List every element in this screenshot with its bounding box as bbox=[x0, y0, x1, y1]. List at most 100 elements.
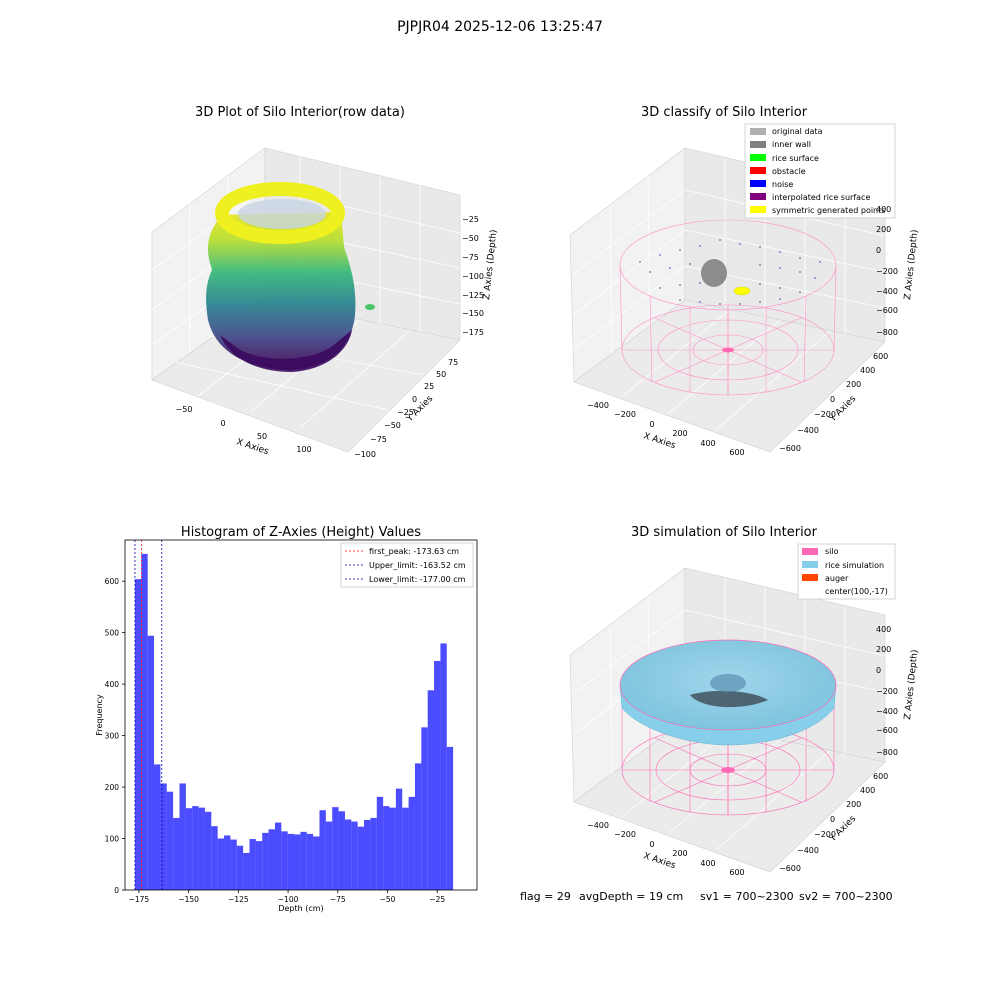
simulation-3d-ytick: −400 bbox=[797, 846, 819, 855]
histogram-xtick-label: −125 bbox=[228, 895, 249, 904]
legend-label: obstacle bbox=[772, 167, 806, 176]
histogram-bar bbox=[230, 839, 237, 890]
histogram-bar bbox=[173, 817, 180, 890]
legend-label: inner wall bbox=[772, 140, 811, 149]
legend-label: first_peak: -173.63 cm bbox=[369, 547, 459, 556]
simulation-3d-ztick: 0 bbox=[876, 666, 881, 675]
simulation-3d-auger-dip bbox=[690, 690, 768, 708]
histogram-bar bbox=[236, 845, 244, 890]
classify-3d-ytick: 200 bbox=[846, 380, 861, 389]
simulation-3d-center-mark bbox=[721, 767, 735, 773]
simulation-3d-ztick: −200 bbox=[876, 687, 898, 696]
raw-3d-ztick: −75 bbox=[462, 253, 479, 262]
histogram-bar bbox=[414, 763, 422, 890]
histogram-ytick-label: 300 bbox=[105, 732, 120, 741]
classify-3d-inner-wall-cluster bbox=[701, 259, 727, 287]
raw-3d-ytick: 50 bbox=[436, 370, 446, 379]
legend-label: silo bbox=[825, 547, 839, 556]
histogram-bar bbox=[287, 833, 295, 890]
simulation-3d-zlabel: Z Axies (Depth) bbox=[903, 649, 920, 720]
histogram-legend-frame bbox=[340, 542, 474, 588]
legend-label: original data bbox=[772, 127, 823, 136]
legend-swatch-rice-surface bbox=[750, 154, 766, 161]
panel-simulation-3d: 3D simulation of Silo Interior bbox=[569, 525, 920, 877]
histogram-bar bbox=[281, 831, 288, 890]
classify-3d-ztick: −400 bbox=[876, 287, 898, 296]
histogram-xtick-label: −75 bbox=[330, 895, 346, 904]
raw-3d-ztick: −50 bbox=[462, 234, 479, 243]
legend-label: interpolated rice surface bbox=[772, 193, 870, 202]
histogram-bar bbox=[319, 810, 326, 890]
raw-3d-ztick: −150 bbox=[462, 309, 484, 318]
legend-swatch-silo bbox=[802, 548, 818, 555]
simulation-3d-xtick: −200 bbox=[614, 830, 636, 839]
legend-swatch-interpolated bbox=[750, 193, 766, 200]
simulation-3d-ytick: 200 bbox=[846, 800, 861, 809]
raw-3d-ztick: −100 bbox=[462, 272, 484, 281]
legend-label: Upper_limit: -163.52 cm bbox=[369, 561, 466, 570]
classify-3d-title: 3D classify of Silo Interior bbox=[641, 105, 808, 120]
simulation-3d-ytick: 0 bbox=[830, 815, 835, 824]
histogram-ytick-label: 200 bbox=[105, 783, 120, 792]
figure-suptitle: PJPJR04 2025-12-06 13:25:47 bbox=[397, 19, 603, 35]
histogram-bar bbox=[325, 821, 333, 890]
raw-3d-ytick: −75 bbox=[370, 435, 387, 444]
classify-3d-ztick: 0 bbox=[876, 246, 881, 255]
histogram-bar bbox=[395, 788, 403, 890]
histogram-bar bbox=[313, 836, 320, 890]
histogram-xtick-label: −100 bbox=[278, 895, 299, 904]
histogram-bar bbox=[300, 831, 307, 890]
legend-label: noise bbox=[772, 180, 793, 189]
legend-swatch-auger bbox=[802, 574, 818, 581]
histogram-bar bbox=[179, 783, 186, 890]
simulation-3d-z-ticks: −800 −600 −400 −200 0 200 400 bbox=[876, 625, 898, 757]
raw-3d-pointcloud bbox=[206, 182, 375, 372]
classify-3d-noise-points bbox=[639, 239, 821, 305]
classify-3d-xtick: −200 bbox=[614, 410, 636, 419]
footer-avg-depth: avgDepth = 19 cm bbox=[579, 890, 683, 903]
classify-3d-ztick: 200 bbox=[876, 225, 891, 234]
classify-3d-ztick: −600 bbox=[876, 306, 898, 315]
simulation-3d-ztick: 200 bbox=[876, 645, 891, 654]
histogram-bar bbox=[402, 807, 409, 890]
histogram-bar bbox=[243, 852, 250, 890]
histogram-bar bbox=[440, 643, 447, 890]
simulation-3d-ztick: 400 bbox=[876, 625, 891, 634]
histogram-ytick-label: 600 bbox=[105, 577, 120, 586]
classify-3d-ytick: 400 bbox=[860, 366, 875, 375]
classify-legend-frame bbox=[744, 123, 896, 219]
simulation-3d-xtick: 400 bbox=[700, 859, 715, 868]
simulation-3d-ytick: −200 bbox=[814, 830, 836, 839]
classify-3d-z-ticks: −800 −600 −400 −200 0 200 400 bbox=[876, 205, 898, 337]
simulation-3d-ztick: −400 bbox=[876, 707, 898, 716]
legend-swatch-symmetric bbox=[750, 206, 766, 213]
raw-3d-inner bbox=[238, 199, 326, 229]
histogram-frame bbox=[124, 539, 478, 891]
histogram-bar bbox=[389, 807, 396, 890]
simulation-3d-auger-cone bbox=[710, 674, 746, 692]
histogram-bar bbox=[166, 791, 174, 890]
histogram-bar bbox=[211, 826, 218, 890]
classify-3d-xtick: 400 bbox=[700, 439, 715, 448]
histogram-bar bbox=[262, 832, 269, 890]
raw-3d-zlabel: Z Axies (Depth) bbox=[482, 229, 499, 300]
histogram-bar bbox=[294, 834, 301, 890]
raw-3d-ytick: 75 bbox=[448, 358, 458, 367]
simulation-3d-xtick: 0 bbox=[649, 840, 654, 849]
legend-swatch-inner-wall bbox=[750, 141, 766, 148]
simulation-3d-ytick: −600 bbox=[779, 864, 801, 873]
raw-3d-title: 3D Plot of Silo Interior(row data) bbox=[195, 105, 405, 120]
simulation-3d-ztick: −800 bbox=[876, 748, 898, 757]
footer-sv1: sv1 = 700~2300 bbox=[700, 890, 794, 903]
histogram-bar bbox=[255, 841, 263, 890]
raw-3d-z-ticks: −175 −150 −125 −100 −75 −50 −25 bbox=[462, 215, 484, 337]
histogram-bar bbox=[434, 660, 441, 890]
classify-3d-center-mark bbox=[722, 347, 734, 353]
histogram-bar bbox=[351, 821, 358, 890]
histogram-bar bbox=[147, 635, 155, 890]
histogram-bar bbox=[274, 822, 282, 890]
panel-histogram: Histogram of Z-Axies (Height) Values −17… bbox=[95, 525, 478, 913]
histogram-xtick-label: −25 bbox=[429, 895, 445, 904]
simulation-3d-pane-floor bbox=[573, 719, 886, 873]
